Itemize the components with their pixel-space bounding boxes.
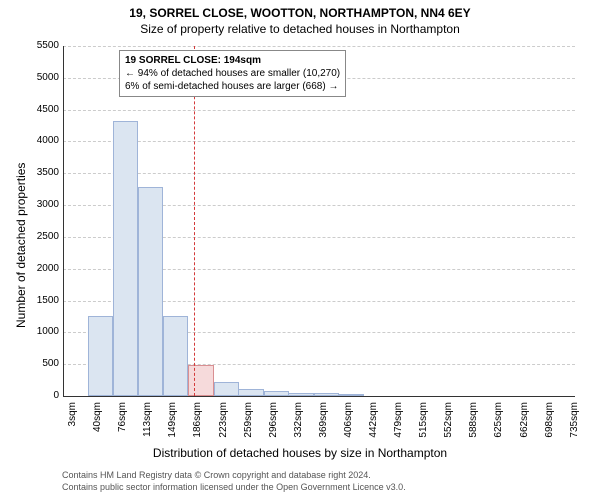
x-tick-label: 479sqm <box>393 402 404 452</box>
x-tick-label: 552sqm <box>443 402 454 452</box>
histogram-bar <box>138 187 163 396</box>
footer-line: Contains public sector information licen… <box>62 482 406 494</box>
y-axis-label: Number of detached properties <box>14 163 28 328</box>
x-tick-label: 369sqm <box>318 402 329 452</box>
histogram-bar <box>113 121 138 396</box>
y-tick-label: 4500 <box>27 104 59 115</box>
y-tick-label: 5000 <box>27 72 59 83</box>
plot-area: 0500100015002000250030003500400045005000… <box>63 46 575 396</box>
x-tick-label: 588sqm <box>468 402 479 452</box>
y-tick-label: 3500 <box>27 167 59 178</box>
x-axis-line <box>63 396 575 397</box>
annotation-box: 19 SORREL CLOSE: 194sqm← 94% of detached… <box>119 50 346 97</box>
y-axis-line <box>63 46 64 396</box>
x-axis-label: Distribution of detached houses by size … <box>0 446 600 460</box>
y-tick-label: 3000 <box>27 199 59 210</box>
histogram-bar <box>163 316 188 396</box>
gridline <box>63 46 575 47</box>
histogram-bar <box>238 389 263 396</box>
y-tick-label: 500 <box>27 358 59 369</box>
x-tick-label: 259sqm <box>243 402 254 452</box>
chart-subtitle: Size of property relative to detached ho… <box>0 22 600 36</box>
x-tick-label: 442sqm <box>368 402 379 452</box>
x-tick-label: 186sqm <box>192 402 203 452</box>
chart-container: 19, SORREL CLOSE, WOOTTON, NORTHAMPTON, … <box>0 0 600 500</box>
histogram-bar <box>188 365 213 396</box>
gridline <box>63 173 575 174</box>
annotation-line: ← 94% of detached houses are smaller (10… <box>125 67 340 80</box>
x-tick-label: 223sqm <box>218 402 229 452</box>
annotation-title: 19 SORREL CLOSE: 194sqm <box>125 54 340 67</box>
x-tick-label: 296sqm <box>268 402 279 452</box>
y-tick-label: 2000 <box>27 263 59 274</box>
gridline <box>63 110 575 111</box>
x-tick-label: 149sqm <box>167 402 178 452</box>
y-tick-label: 2500 <box>27 231 59 242</box>
y-tick-label: 1500 <box>27 295 59 306</box>
x-tick-label: 662sqm <box>519 402 530 452</box>
histogram-bar <box>88 316 113 396</box>
x-tick-label: 698sqm <box>544 402 555 452</box>
annotation-line: 6% of semi-detached houses are larger (6… <box>125 80 340 93</box>
x-tick-label: 76sqm <box>117 402 128 452</box>
x-tick-label: 40sqm <box>92 402 103 452</box>
chart-title: 19, SORREL CLOSE, WOOTTON, NORTHAMPTON, … <box>0 6 600 20</box>
y-tick-label: 0 <box>27 390 59 401</box>
x-tick-label: 332sqm <box>293 402 304 452</box>
x-tick-label: 406sqm <box>343 402 354 452</box>
x-tick-label: 625sqm <box>493 402 504 452</box>
y-tick-label: 5500 <box>27 40 59 51</box>
x-tick-label: 735sqm <box>569 402 580 452</box>
y-tick-label: 4000 <box>27 135 59 146</box>
y-tick-label: 1000 <box>27 326 59 337</box>
gridline <box>63 141 575 142</box>
footer-attribution: Contains HM Land Registry data © Crown c… <box>62 470 406 493</box>
reference-line <box>194 46 195 396</box>
histogram-bar <box>214 382 239 396</box>
footer-line: Contains HM Land Registry data © Crown c… <box>62 470 406 482</box>
x-tick-label: 3sqm <box>67 402 78 452</box>
x-tick-label: 515sqm <box>418 402 429 452</box>
x-tick-label: 113sqm <box>142 402 153 452</box>
